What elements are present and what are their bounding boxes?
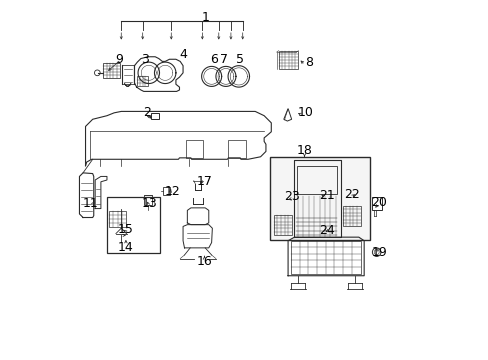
- Bar: [270, 157, 369, 240]
- Bar: [163, 187, 170, 195]
- Bar: [228, 140, 245, 158]
- Bar: [151, 113, 159, 118]
- Bar: [371, 197, 381, 210]
- Bar: [185, 140, 203, 158]
- Bar: [278, 51, 298, 68]
- Polygon shape: [283, 109, 291, 121]
- Bar: [290, 241, 360, 274]
- Text: 22: 22: [343, 188, 359, 201]
- Text: 5: 5: [236, 53, 244, 66]
- Bar: [342, 206, 360, 226]
- Text: 9: 9: [115, 53, 122, 66]
- Text: 13: 13: [142, 197, 158, 210]
- Bar: [273, 215, 291, 235]
- Text: 15: 15: [118, 223, 134, 236]
- Text: 2: 2: [143, 106, 151, 120]
- Bar: [297, 166, 337, 194]
- Text: 18: 18: [296, 144, 312, 157]
- Text: 4: 4: [180, 49, 187, 62]
- Text: 8: 8: [304, 56, 312, 69]
- Bar: [107, 197, 160, 253]
- Text: 21: 21: [318, 189, 334, 202]
- Bar: [143, 195, 151, 205]
- Text: 3: 3: [141, 53, 149, 66]
- Text: 11: 11: [82, 197, 98, 210]
- Text: 17: 17: [196, 175, 212, 188]
- Text: 7: 7: [220, 53, 228, 66]
- Text: 19: 19: [371, 246, 386, 258]
- Text: 16: 16: [196, 255, 212, 268]
- Text: 14: 14: [118, 240, 134, 254]
- Bar: [109, 211, 125, 227]
- Text: 10: 10: [297, 105, 312, 119]
- Bar: [137, 76, 148, 86]
- Text: 6: 6: [209, 53, 217, 66]
- Text: 20: 20: [371, 195, 386, 209]
- Text: 24: 24: [318, 224, 334, 237]
- Text: 12: 12: [164, 185, 180, 198]
- Text: 1: 1: [201, 11, 209, 24]
- Bar: [103, 63, 120, 78]
- Text: 23: 23: [283, 190, 299, 203]
